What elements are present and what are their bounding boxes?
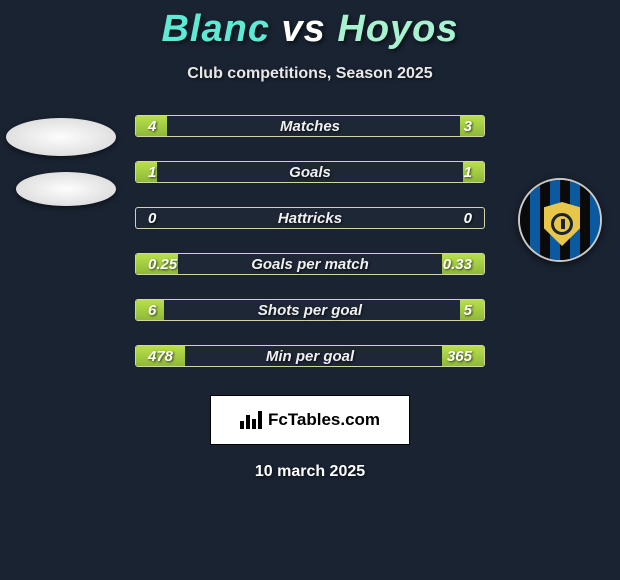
header: Blanc vs Hoyos Club competitions, Season… [0,0,620,83]
player1-avatar-placeholder [6,118,116,156]
comparison-title: Blanc vs Hoyos [0,8,620,51]
stat-value-right: 5 [464,302,484,319]
stat-value-left: 6 [136,302,156,319]
stat-value-left: 1 [136,164,156,181]
stat-row: 0Hattricks0 [135,207,485,229]
stat-value-right: 365 [447,348,484,365]
subtitle: Club competitions, Season 2025 [0,65,620,83]
stat-value-right: 0.33 [443,256,484,273]
stat-value-right: 0 [464,210,484,227]
stat-label: Hattricks [156,210,463,227]
watermark-text: FcTables.com [268,410,380,430]
stat-row: 6Shots per goal5 [135,299,485,321]
stat-row: 1Goals1 [135,161,485,183]
stat-row: 478Min per goal365 [135,345,485,367]
crest-inner-icon [551,213,573,235]
bars-icon [240,411,262,429]
vs-label: vs [282,8,326,50]
stat-value-right: 3 [464,118,484,135]
stat-label: Matches [156,118,463,135]
player2-name: Hoyos [337,8,458,50]
stat-value-left: 4 [136,118,156,135]
stat-value-left: 0.25 [136,256,177,273]
stat-label: Shots per goal [156,302,463,319]
stat-label: Min per goal [173,348,447,365]
stat-value-right: 1 [464,164,484,181]
stat-row: 0.25Goals per match0.33 [135,253,485,275]
stat-value-left: 0 [136,210,156,227]
stat-label: Goals per match [177,256,443,273]
watermark: FcTables.com [210,395,410,445]
stat-row: 4Matches3 [135,115,485,137]
player2-club-crest [518,178,602,262]
player1-club-placeholder [16,172,116,206]
stat-value-left: 478 [136,348,173,365]
stats-table: 4Matches3 1Goals1 0Hattricks0 0.25Goals per… [135,115,485,367]
player1-name: Blanc [161,8,269,50]
stat-label: Goals [156,164,463,181]
footer-date: 10 march 2025 [0,463,620,481]
